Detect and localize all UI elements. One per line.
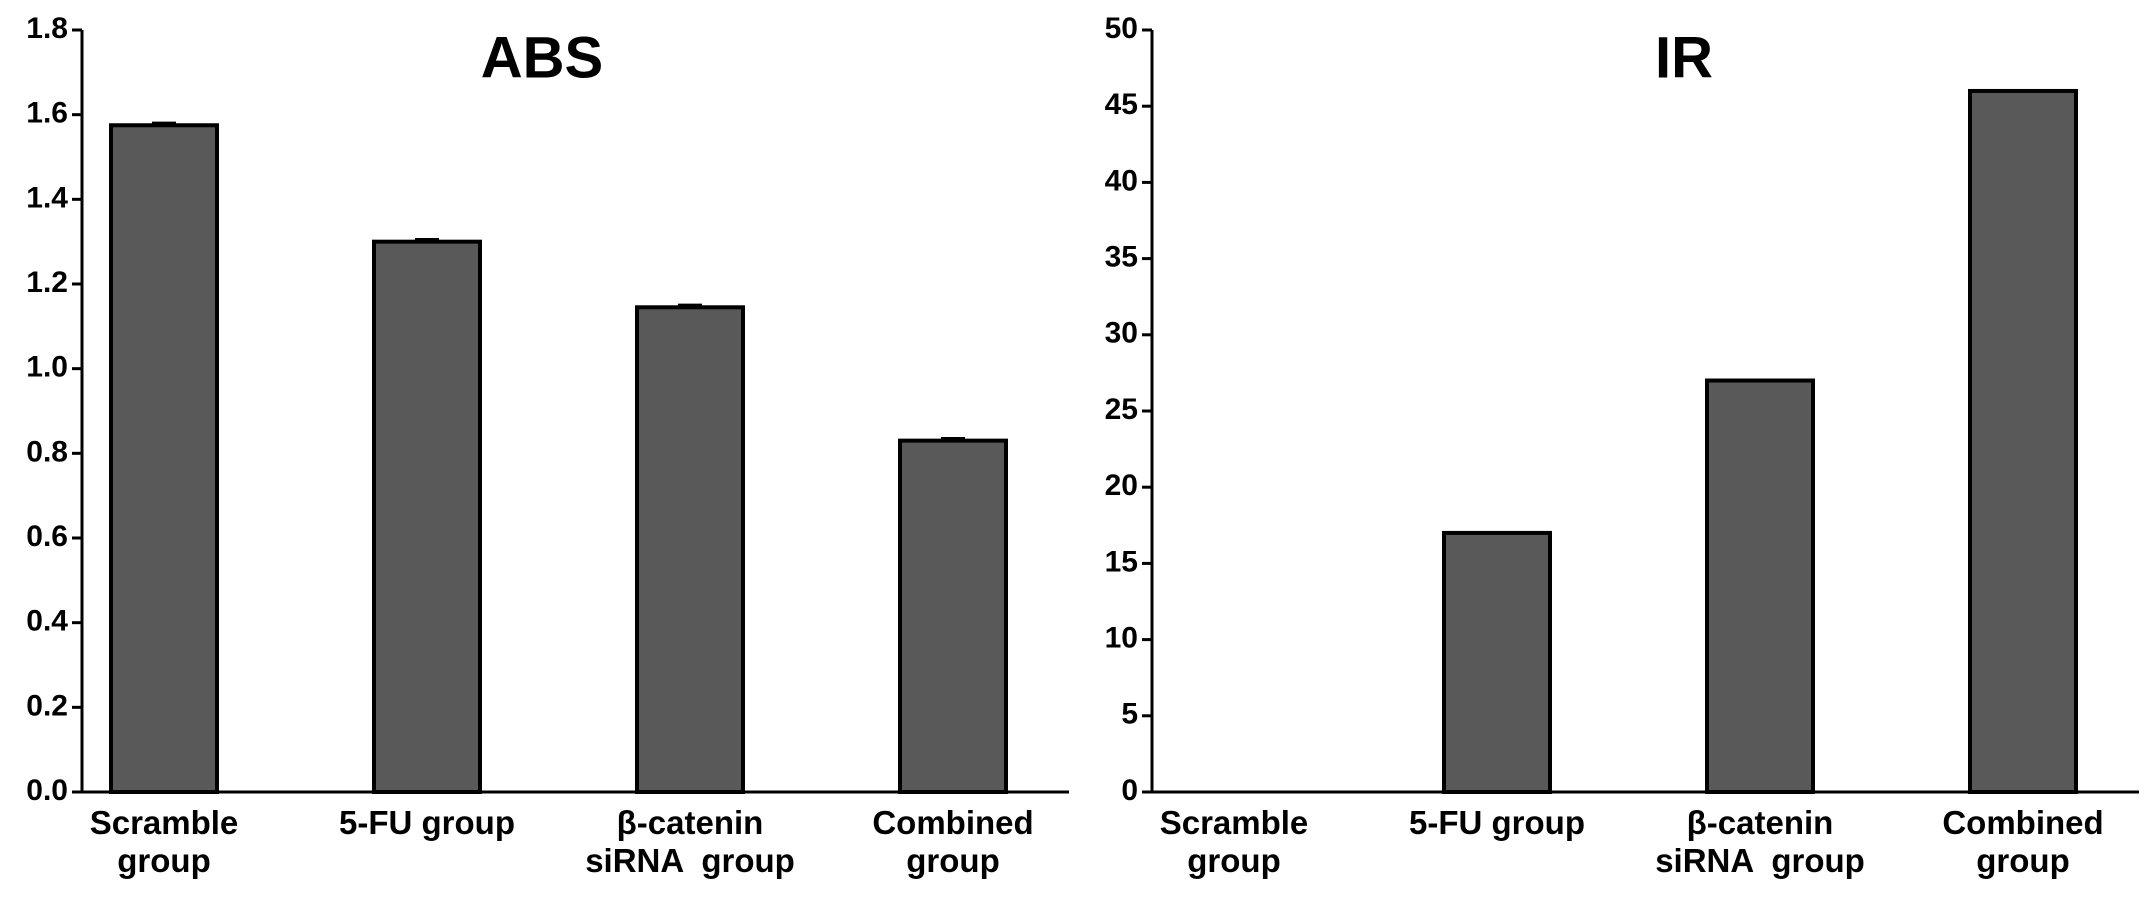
y-tick-label: 10 [1105, 622, 1138, 655]
y-tick-label: 30 [1105, 317, 1138, 350]
y-tick-label: 45 [1105, 88, 1138, 121]
y-tick-label: 1.0 [26, 351, 68, 384]
y-tick-label: 50 [1105, 12, 1138, 45]
x-tick-label: 5-FU group [1409, 804, 1585, 841]
y-tick-label: 35 [1105, 241, 1138, 274]
bar [109, 123, 219, 794]
y-tick-label: 0.8 [26, 435, 68, 468]
bar [1442, 530, 1552, 794]
y-tick-label: 25 [1105, 393, 1138, 426]
y-tick-label: 5 [1121, 698, 1138, 731]
chart-title: IR [1655, 25, 1713, 90]
y-tick-label: 15 [1105, 545, 1138, 578]
y-tick-label: 1.4 [26, 181, 68, 214]
x-tick-label: β-catenin siRNA group [1655, 804, 1865, 879]
y-tick-label: 0.0 [26, 774, 68, 807]
bar [372, 239, 482, 794]
y-tick-label: 1.8 [26, 12, 68, 45]
x-tick-label: 5-FU group [339, 804, 515, 841]
y-tick-label: 40 [1105, 164, 1138, 197]
bar [635, 305, 745, 794]
bar [898, 438, 1008, 794]
x-tick-label: Scramble group [1159, 804, 1309, 879]
y-tick-label: 0.6 [26, 520, 68, 553]
chart-title: ABS [481, 25, 603, 90]
x-tick-label: Combined group [1942, 804, 2104, 879]
y-tick-label: 1.2 [26, 266, 68, 299]
y-tick-label: 1.6 [26, 97, 68, 130]
y-tick-label: 0.4 [26, 605, 68, 638]
y-tick-label: 0.2 [26, 689, 68, 722]
x-tick-label: β-catenin siRNA group [585, 804, 795, 879]
bar [1968, 88, 2078, 794]
x-tick-label: Scramble group [89, 804, 239, 879]
y-tick-label: 20 [1105, 469, 1138, 502]
y-tick-label: 0 [1121, 774, 1138, 807]
x-tick-label: Combined group [872, 804, 1034, 879]
bar [1705, 378, 1815, 794]
